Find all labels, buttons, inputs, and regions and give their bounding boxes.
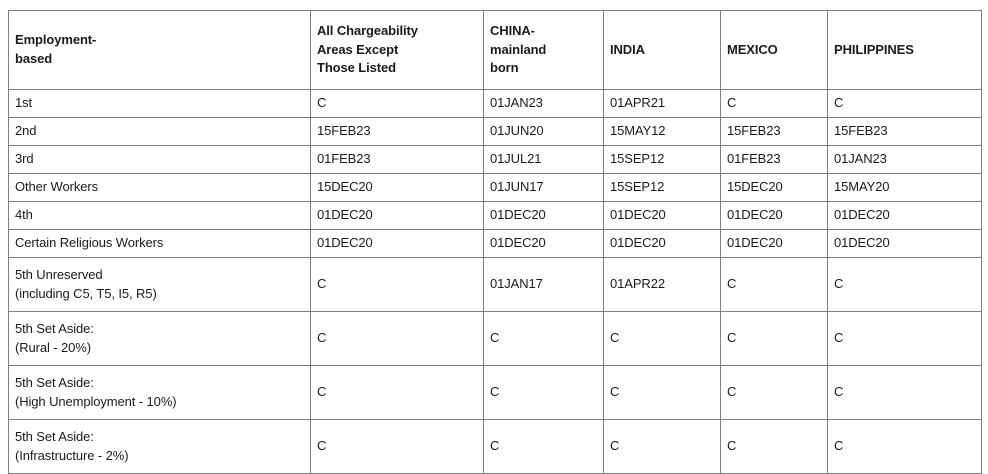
table-row-5th-unreserved: 5th Unreserved (including C5, T5, I5, R5…: [8, 257, 982, 312]
date-cell: 01APR21: [603, 89, 721, 118]
column-header-india: INDIA: [603, 10, 721, 90]
row-label: 4th: [8, 201, 311, 230]
date-cell: C: [720, 365, 828, 420]
date-cell: C: [483, 365, 604, 420]
date-cell: 01DEC20: [827, 229, 982, 258]
date-cell: C: [827, 311, 982, 366]
date-cell: 15DEC20: [310, 173, 484, 202]
date-cell: C: [720, 311, 828, 366]
date-cell: 01DEC20: [483, 201, 604, 230]
date-cell: C: [827, 257, 982, 312]
employment-based-final-action-dates-table: Employment- based All Chargeability Area…: [8, 10, 982, 474]
row-label: 5th Set Aside: (Rural - 20%): [8, 311, 311, 366]
date-cell: 01JUN20: [483, 117, 604, 146]
row-label: 2nd: [8, 117, 311, 146]
table-row-1st: 1st C 01JAN23 01APR21 C C: [8, 89, 982, 118]
row-label: Other Workers: [8, 173, 311, 202]
date-cell: C: [720, 89, 828, 118]
date-cell: 01DEC20: [827, 201, 982, 230]
date-cell: 15FEB23: [720, 117, 828, 146]
date-cell: 15FEB23: [310, 117, 484, 146]
date-cell: C: [310, 419, 484, 474]
date-cell: 01APR22: [603, 257, 721, 312]
table-row-certain-religious-workers: Certain Religious Workers 01DEC20 01DEC2…: [8, 229, 982, 258]
date-cell: C: [310, 257, 484, 312]
date-cell: 15SEP12: [603, 173, 721, 202]
date-cell: 15FEB23: [827, 117, 982, 146]
column-header-philippines: PHILIPPINES: [827, 10, 982, 90]
date-cell: 01JAN17: [483, 257, 604, 312]
date-cell: 01DEC20: [720, 229, 828, 258]
date-cell: 01DEC20: [720, 201, 828, 230]
date-cell: C: [483, 311, 604, 366]
date-cell: 01JUN17: [483, 173, 604, 202]
date-cell: C: [603, 311, 721, 366]
date-cell: 01FEB23: [310, 145, 484, 174]
date-cell: 01DEC20: [483, 229, 604, 258]
date-cell: C: [827, 419, 982, 474]
table-row-3rd: 3rd 01FEB23 01JUL21 15SEP12 01FEB23 01JA…: [8, 145, 982, 174]
date-cell: 15DEC20: [720, 173, 828, 202]
date-cell: 01JUL21: [483, 145, 604, 174]
date-cell: 15SEP12: [603, 145, 721, 174]
header-row: Employment- based All Chargeability Area…: [8, 10, 982, 90]
date-cell: C: [310, 89, 484, 118]
table-row-5th-set-aside-high-unemployment: 5th Set Aside: (High Unemployment - 10%)…: [8, 365, 982, 420]
column-header-all-chargeability: All Chargeability Areas Except Those Lis…: [310, 10, 484, 90]
table-row-5th-set-aside-infrastructure: 5th Set Aside: (Infrastructure - 2%) C C…: [8, 419, 982, 474]
date-cell: C: [483, 419, 604, 474]
date-cell: 01JAN23: [483, 89, 604, 118]
column-header-employment-based: Employment- based: [8, 10, 311, 90]
table-row-2nd: 2nd 15FEB23 01JUN20 15MAY12 15FEB23 15FE…: [8, 117, 982, 146]
date-cell: 01DEC20: [603, 201, 721, 230]
date-cell: 01DEC20: [310, 201, 484, 230]
row-label: 5th Unreserved (including C5, T5, I5, R5…: [8, 257, 311, 312]
date-cell: 01DEC20: [310, 229, 484, 258]
date-cell: 01DEC20: [603, 229, 721, 258]
date-cell: C: [720, 419, 828, 474]
column-header-china: CHINA- mainland born: [483, 10, 604, 90]
table-row-4th: 4th 01DEC20 01DEC20 01DEC20 01DEC20 01DE…: [8, 201, 982, 230]
date-cell: 01FEB23: [720, 145, 828, 174]
date-cell: 15MAY20: [827, 173, 982, 202]
column-header-mexico: MEXICO: [720, 10, 828, 90]
date-cell: C: [310, 311, 484, 366]
date-cell: C: [827, 89, 982, 118]
row-label: Certain Religious Workers: [8, 229, 311, 258]
date-cell: C: [310, 365, 484, 420]
row-label: 3rd: [8, 145, 311, 174]
date-cell: C: [603, 365, 721, 420]
date-cell: C: [827, 365, 982, 420]
row-label: 5th Set Aside: (Infrastructure - 2%): [8, 419, 311, 474]
date-cell: C: [720, 257, 828, 312]
date-cell: C: [603, 419, 721, 474]
table-row-other-workers: Other Workers 15DEC20 01JUN17 15SEP12 15…: [8, 173, 982, 202]
row-label: 5th Set Aside: (High Unemployment - 10%): [8, 365, 311, 420]
date-cell: 01JAN23: [827, 145, 982, 174]
table-row-5th-set-aside-rural: 5th Set Aside: (Rural - 20%) C C C C C: [8, 311, 982, 366]
date-cell: 15MAY12: [603, 117, 721, 146]
row-label: 1st: [8, 89, 311, 118]
